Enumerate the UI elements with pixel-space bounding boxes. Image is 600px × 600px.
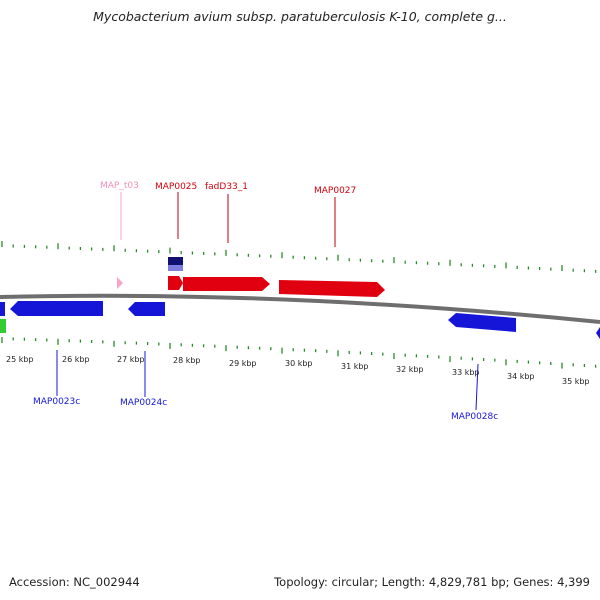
kbp-label: 35 kbp xyxy=(562,377,590,386)
gene-partial-left[interactable] xyxy=(0,302,5,316)
kbp-label: 33 kbp xyxy=(452,368,480,377)
label-fadd33-1[interactable]: fadD33_1 xyxy=(205,182,248,192)
tick-marks-forward xyxy=(1,241,597,273)
kbp-label: 26 kbp xyxy=(62,355,90,364)
label-map0023c[interactable]: MAP0023c xyxy=(33,397,80,407)
gene-map0025[interactable] xyxy=(168,276,183,290)
label-map-t03[interactable]: MAP_t03 xyxy=(100,181,139,191)
label-map0025[interactable]: MAP0025 xyxy=(155,182,197,192)
label-map0024c[interactable]: MAP0024c xyxy=(120,398,167,408)
map-title: Mycobacterium avium subsp. paratuberculo… xyxy=(93,9,507,24)
gene-map0023c[interactable] xyxy=(10,301,103,316)
trna-gene-map-t03[interactable] xyxy=(117,277,123,289)
rrna-feature-light[interactable] xyxy=(168,265,183,271)
kbp-label: 27 kbp xyxy=(117,355,145,364)
kbp-label: 28 kbp xyxy=(173,356,201,365)
genome-backbone xyxy=(0,293,600,324)
other-feature-green[interactable] xyxy=(0,319,6,333)
kbp-label: 25 kbp xyxy=(6,355,34,364)
tick-marks-reverse xyxy=(1,337,597,369)
genome-summary-text: Topology: circular; Length: 4,829,781 bp… xyxy=(274,575,590,589)
kbp-label: 31 kbp xyxy=(341,362,369,371)
label-map0027[interactable]: MAP0027 xyxy=(314,186,356,196)
label-map0028c[interactable]: MAP0028c xyxy=(451,412,498,422)
rrna-feature-dark[interactable] xyxy=(168,257,183,265)
gene-partial-right[interactable] xyxy=(596,327,600,339)
accession-text: Accession: NC_002944 xyxy=(9,575,140,589)
gene-map0028c[interactable] xyxy=(448,313,516,332)
gene-map0024c[interactable] xyxy=(128,302,165,316)
kbp-label: 30 kbp xyxy=(285,359,313,368)
leader-map0028c xyxy=(475,363,479,411)
gene-fadd33-1[interactable] xyxy=(183,277,270,291)
kbp-label: 34 kbp xyxy=(507,372,535,381)
gene-map0027[interactable] xyxy=(279,280,385,297)
kbp-label: 29 kbp xyxy=(229,359,257,368)
kbp-scale: 25 kbp 26 kbp 27 kbp 28 kbp 29 kbp 30 kb… xyxy=(6,355,590,386)
kbp-label: 32 kbp xyxy=(396,365,424,374)
